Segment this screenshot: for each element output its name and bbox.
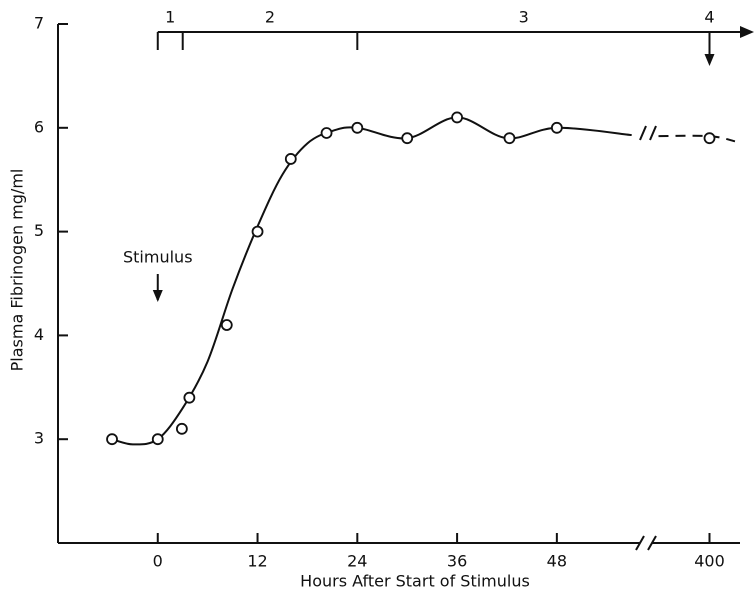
y-tick-label: 4 — [34, 325, 44, 344]
phase-label: 3 — [519, 8, 529, 27]
data-point — [284, 153, 297, 165]
data-point — [703, 132, 716, 145]
phase-label: 2 — [265, 8, 275, 27]
y-tick-label: 3 — [34, 429, 44, 448]
data-point — [550, 121, 563, 134]
x-tick-label: 48 — [547, 552, 567, 571]
annotation-arrowhead — [152, 290, 163, 302]
y-tick-label: 5 — [34, 221, 44, 240]
annotation: Stimulus — [123, 248, 193, 267]
y-axis-title: Plasma Fibrinogen mg/ml — [8, 169, 27, 372]
y-tick-label: 6 — [34, 117, 44, 136]
data-point — [151, 433, 164, 446]
y-tick-label: 7 — [34, 14, 44, 33]
x-tick-label: 400 — [694, 552, 725, 571]
x-tick-label: 36 — [447, 552, 467, 571]
data-point — [401, 132, 414, 145]
data-point — [451, 111, 463, 124]
data-point — [220, 319, 233, 331]
phase-arrowhead-down — [704, 54, 715, 66]
data-point — [175, 422, 188, 435]
x-axis-title: Hours After Start of Stimulus — [300, 572, 530, 591]
data-point — [503, 132, 516, 145]
data-point — [183, 391, 196, 404]
x-tick-label: 12 — [247, 552, 267, 571]
data-point — [251, 225, 264, 238]
x-tick-label: 0 — [153, 552, 163, 571]
x-tick-label: 24 — [347, 552, 367, 571]
axis-break — [635, 535, 657, 551]
data-point — [106, 433, 118, 446]
phase-label: 4 — [704, 8, 714, 27]
data-point — [351, 121, 364, 134]
phase-arrowhead — [740, 26, 754, 38]
phase-label: 1 — [165, 8, 175, 27]
fit-curve-dashed — [658, 134, 736, 143]
data-point — [320, 127, 333, 139]
curve-break — [639, 125, 657, 141]
